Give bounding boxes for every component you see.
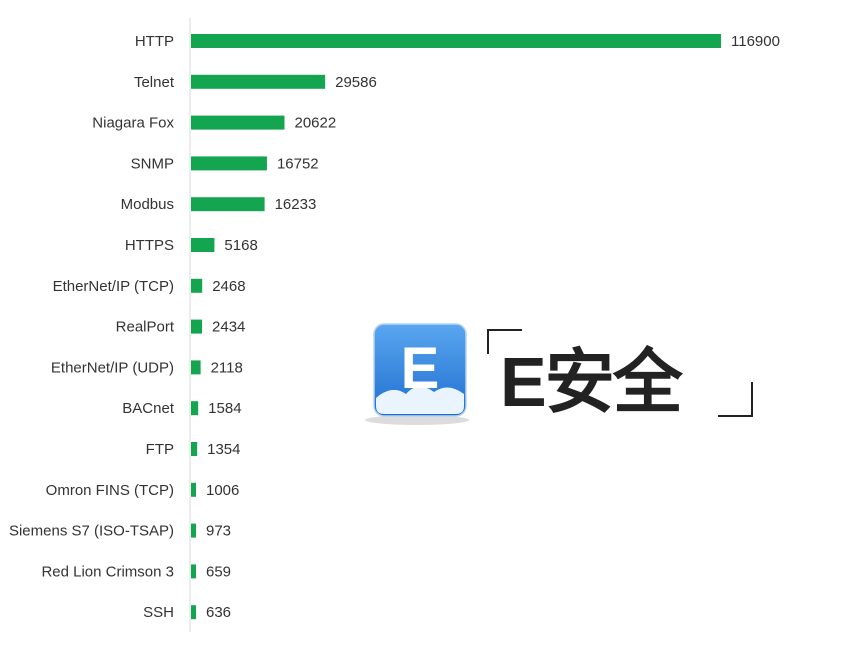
category-label: RealPort: [116, 319, 175, 336]
value-label: 16233: [275, 196, 317, 213]
category-label: HTTPS: [125, 237, 174, 254]
value-label: 659: [206, 563, 231, 580]
bar: [191, 238, 215, 252]
bracket-frame: [487, 329, 753, 417]
value-label: 16752: [277, 155, 319, 172]
value-label: 20622: [294, 115, 336, 132]
value-label: 636: [206, 604, 231, 621]
category-label: Niagara Fox: [92, 115, 174, 132]
value-label: 2118: [211, 359, 243, 376]
value-label: 1006: [206, 482, 239, 499]
value-label: 29586: [335, 74, 377, 91]
category-label: FTP: [146, 441, 174, 458]
bar: [191, 74, 326, 89]
category-label: Red Lion Crimson 3: [41, 563, 174, 580]
category-label: BACnet: [122, 400, 175, 417]
watermark: E E安全: [362, 318, 762, 428]
bar: [191, 523, 196, 538]
e-security-logo-icon: E: [365, 323, 469, 425]
category-label: SSH: [143, 604, 174, 621]
category-label: Siemens S7 (ISO-TSAP): [9, 523, 174, 540]
bar: [191, 605, 196, 620]
bar: [191, 564, 196, 579]
value-label: 2434: [212, 319, 245, 336]
value-label: 2468: [212, 278, 245, 295]
value-label: 973: [206, 523, 231, 540]
value-label: 5168: [224, 237, 257, 254]
bar: [191, 278, 203, 293]
bar: [191, 115, 285, 130]
category-label: Modbus: [121, 196, 174, 213]
watermark-graphic: E E安全: [365, 323, 753, 425]
category-label: SNMP: [131, 155, 174, 172]
value-label: 1584: [208, 400, 241, 417]
value-label: 116900: [731, 33, 780, 50]
bar: [191, 156, 267, 171]
bar: [191, 360, 201, 375]
bar: [191, 482, 196, 497]
bar: [191, 319, 203, 334]
bar: [191, 442, 198, 456]
value-label: 1354: [207, 441, 240, 458]
logo-letter: E: [401, 336, 440, 401]
category-label: EtherNet/IP (UDP): [51, 359, 174, 376]
bar: [191, 197, 265, 212]
category-label: Telnet: [134, 74, 175, 91]
category-label: HTTP: [135, 33, 174, 50]
category-label: Omron FINS (TCP): [46, 482, 174, 499]
category-label: EtherNet/IP (TCP): [53, 278, 174, 295]
bar: [191, 401, 199, 416]
bar: [191, 34, 721, 48]
watermark-text: E安全: [500, 343, 684, 421]
